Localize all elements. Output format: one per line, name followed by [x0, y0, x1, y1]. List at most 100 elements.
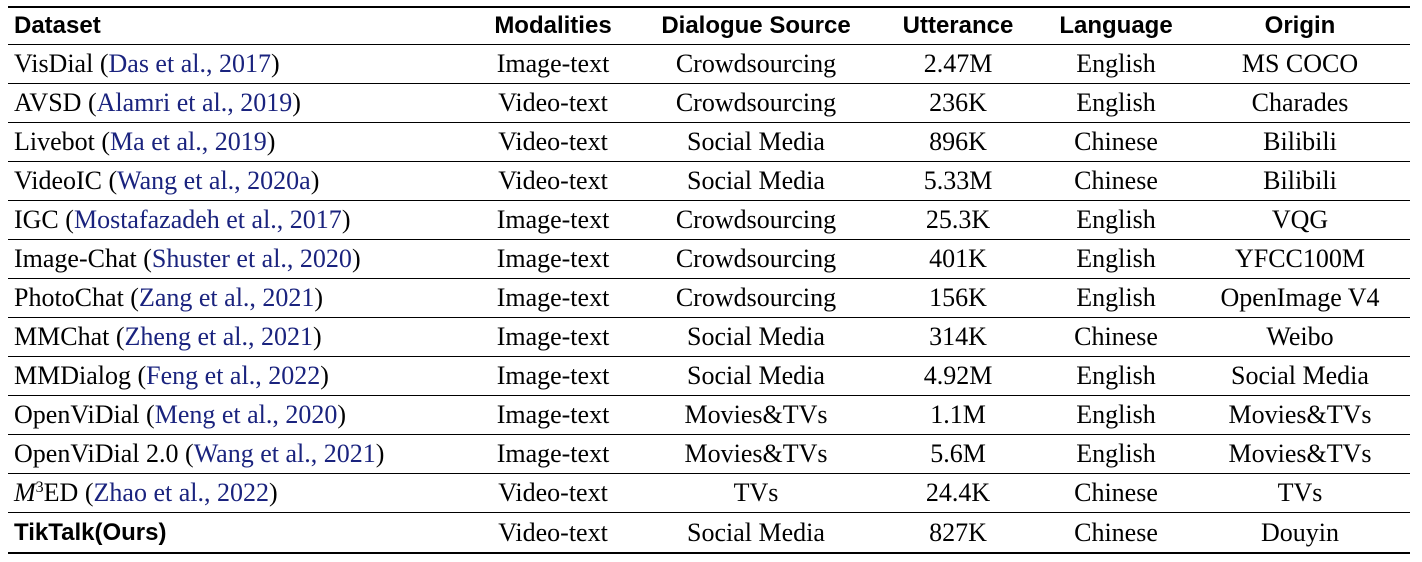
modalities-cell: Image-text	[496, 244, 610, 273]
header-row: Dataset Modalities Dialogue Source Utter…	[8, 7, 1410, 45]
dataset-cell: M3ED (Zhao et al., 2022)	[14, 478, 278, 507]
dataset-name-superscript: 3	[35, 479, 44, 496]
header-dialogue-source: Dialogue Source	[661, 12, 851, 39]
dialogue-source-cell: Social Media	[687, 517, 825, 547]
dataset-name: MMChat	[14, 322, 110, 351]
dataset-cell: VisDial (Das et al., 2017)	[14, 49, 280, 78]
dataset-cell: IGC (Mostafazadeh et al., 2017)	[14, 205, 351, 234]
origin-cell: YFCC100M	[1234, 244, 1366, 273]
utterance-cell: 24.4K	[925, 478, 991, 507]
table-row: VisDial (Das et al., 2017) Image-text Crow…	[8, 45, 1410, 84]
citation-link: Feng et al., 2022	[146, 361, 321, 390]
origin-cell: Douyin	[1261, 517, 1339, 547]
dataset-name: IGC	[14, 205, 59, 234]
language-cell: English	[1076, 361, 1156, 390]
table-row: IGC (Mostafazadeh et al., 2017) Image-tex…	[8, 201, 1410, 240]
dataset-name: Livebot	[14, 127, 95, 156]
language-cell: English	[1076, 439, 1156, 468]
citation-link: Meng et al., 2020	[154, 400, 338, 429]
table-row: Image-Chat (Shuster et al., 2020) Image-t…	[8, 240, 1410, 279]
modalities-cell: Image-text	[496, 49, 610, 78]
dataset-cell: VideoIC (Wang et al., 2020a)	[14, 166, 320, 195]
modalities-cell: Video-text	[498, 478, 608, 507]
dataset-name: TikTalk(Ours)	[14, 519, 167, 546]
origin-cell: TVs	[1277, 478, 1323, 507]
table-row: PhotoChat (Zang et al., 2021) Image-text C…	[8, 279, 1410, 318]
utterance-cell: 401K	[929, 244, 987, 273]
utterance-cell: 827K	[929, 517, 987, 547]
table-row: Livebot (Ma et al., 2019) Video-text Socia…	[8, 123, 1410, 162]
dataset-name: OpenViDial 2.0	[14, 439, 186, 468]
table-row: AVSD (Alamri et al., 2019) Video-text Crow…	[8, 84, 1410, 123]
citation-link: Ma et al., 2019	[110, 127, 267, 156]
dataset-cell: MMDialog (Feng et al., 2022)	[14, 361, 329, 390]
utterance-cell: 1.1M	[930, 400, 986, 429]
dataset-cell: MMChat (Zheng et al., 2021)	[14, 322, 322, 351]
modalities-cell: Video-text	[498, 166, 608, 195]
dataset-cell: AVSD (Alamri et al., 2019)	[14, 88, 301, 117]
citation-link: Zhao et al., 2022	[93, 478, 269, 507]
utterance-cell: 156K	[929, 283, 987, 312]
language-cell: English	[1076, 244, 1156, 273]
dataset-cell: OpenViDial (Meng et al., 2020)	[14, 400, 347, 429]
dataset-name-math: M	[14, 478, 36, 507]
dialogue-source-cell: Crowdsourcing	[675, 283, 837, 312]
modalities-cell: Image-text	[496, 283, 610, 312]
language-cell: English	[1076, 88, 1156, 117]
utterance-cell: 314K	[929, 322, 987, 351]
language-cell: Chinese	[1074, 478, 1158, 507]
utterance-cell: 2.47M	[923, 49, 993, 78]
header-language: Language	[1059, 12, 1173, 39]
origin-cell: Bilibili	[1263, 166, 1337, 195]
citation-link: Zang et al., 2021	[138, 283, 315, 312]
dialogue-source-cell: Social Media	[687, 322, 825, 351]
header-origin: Origin	[1264, 12, 1336, 39]
dataset-name: OpenViDial	[14, 400, 140, 429]
dataset-cell: TikTalk(Ours)	[8, 513, 468, 554]
language-cell: Chinese	[1074, 127, 1158, 156]
modalities-cell: Image-text	[496, 205, 610, 234]
modalities-cell: Video-text	[498, 517, 608, 547]
dialogue-source-cell: Crowdsourcing	[675, 205, 837, 234]
dataset-cell: Image-Chat (Shuster et al., 2020)	[14, 244, 361, 273]
modalities-cell: Image-text	[496, 361, 610, 390]
language-cell: English	[1076, 400, 1156, 429]
dialogue-source-cell: Crowdsourcing	[675, 49, 837, 78]
dataset-cell: Livebot (Ma et al., 2019)	[14, 127, 276, 156]
dialogue-source-cell: Crowdsourcing	[675, 88, 837, 117]
origin-cell: Bilibili	[1263, 127, 1337, 156]
origin-cell: Movies&TVs	[1228, 400, 1372, 429]
citation-link: Zheng et al., 2021	[124, 322, 313, 351]
table-row: OpenViDial 2.0 (Wang et al., 2021) Image-…	[8, 435, 1410, 474]
language-cell: Chinese	[1074, 166, 1158, 195]
dataset-cell: OpenViDial 2.0 (Wang et al., 2021)	[14, 439, 385, 468]
citation-link: Wang et al., 2020a	[117, 166, 311, 195]
utterance-cell: 4.92M	[923, 361, 993, 390]
dialogue-source-cell: Social Media	[687, 127, 825, 156]
dialogue-source-cell: Movies&TVs	[684, 400, 828, 429]
dataset-name: MMDialog	[14, 361, 131, 390]
table-row: MMChat (Zheng et al., 2021) Image-text Soc…	[8, 318, 1410, 357]
table-row: M3ED (Zhao et al., 2022) Video-text TVs 24.…	[8, 474, 1410, 513]
origin-cell: Charades	[1251, 88, 1349, 117]
utterance-cell: 236K	[929, 88, 987, 117]
dialogue-source-cell: TVs	[733, 478, 779, 507]
table-row: VideoIC (Wang et al., 2020a) Video-text So…	[8, 162, 1410, 201]
dataset-name: VideoIC	[14, 166, 102, 195]
origin-cell: VQG	[1271, 205, 1329, 234]
modalities-cell: Image-text	[496, 400, 610, 429]
origin-cell: Weibo	[1266, 322, 1334, 351]
modalities-cell: Image-text	[496, 322, 610, 351]
dataset-name: ED	[43, 478, 79, 507]
language-cell: English	[1076, 283, 1156, 312]
citation-link: Mostafazadeh et al., 2017	[73, 205, 342, 234]
citation-link: Shuster et al., 2020	[151, 244, 352, 273]
table-row: MMDialog (Feng et al., 2022) Image-text So…	[8, 357, 1410, 396]
modalities-cell: Video-text	[498, 127, 608, 156]
header-dataset: Dataset	[14, 12, 101, 39]
citation-link: Alamri et al., 2019	[96, 88, 293, 117]
dataset-name: Image-Chat	[14, 244, 137, 273]
citation-link: Wang et al., 2021	[193, 439, 376, 468]
dialogue-source-cell: Crowdsourcing	[675, 244, 837, 273]
dialogue-source-cell: Social Media	[687, 166, 825, 195]
